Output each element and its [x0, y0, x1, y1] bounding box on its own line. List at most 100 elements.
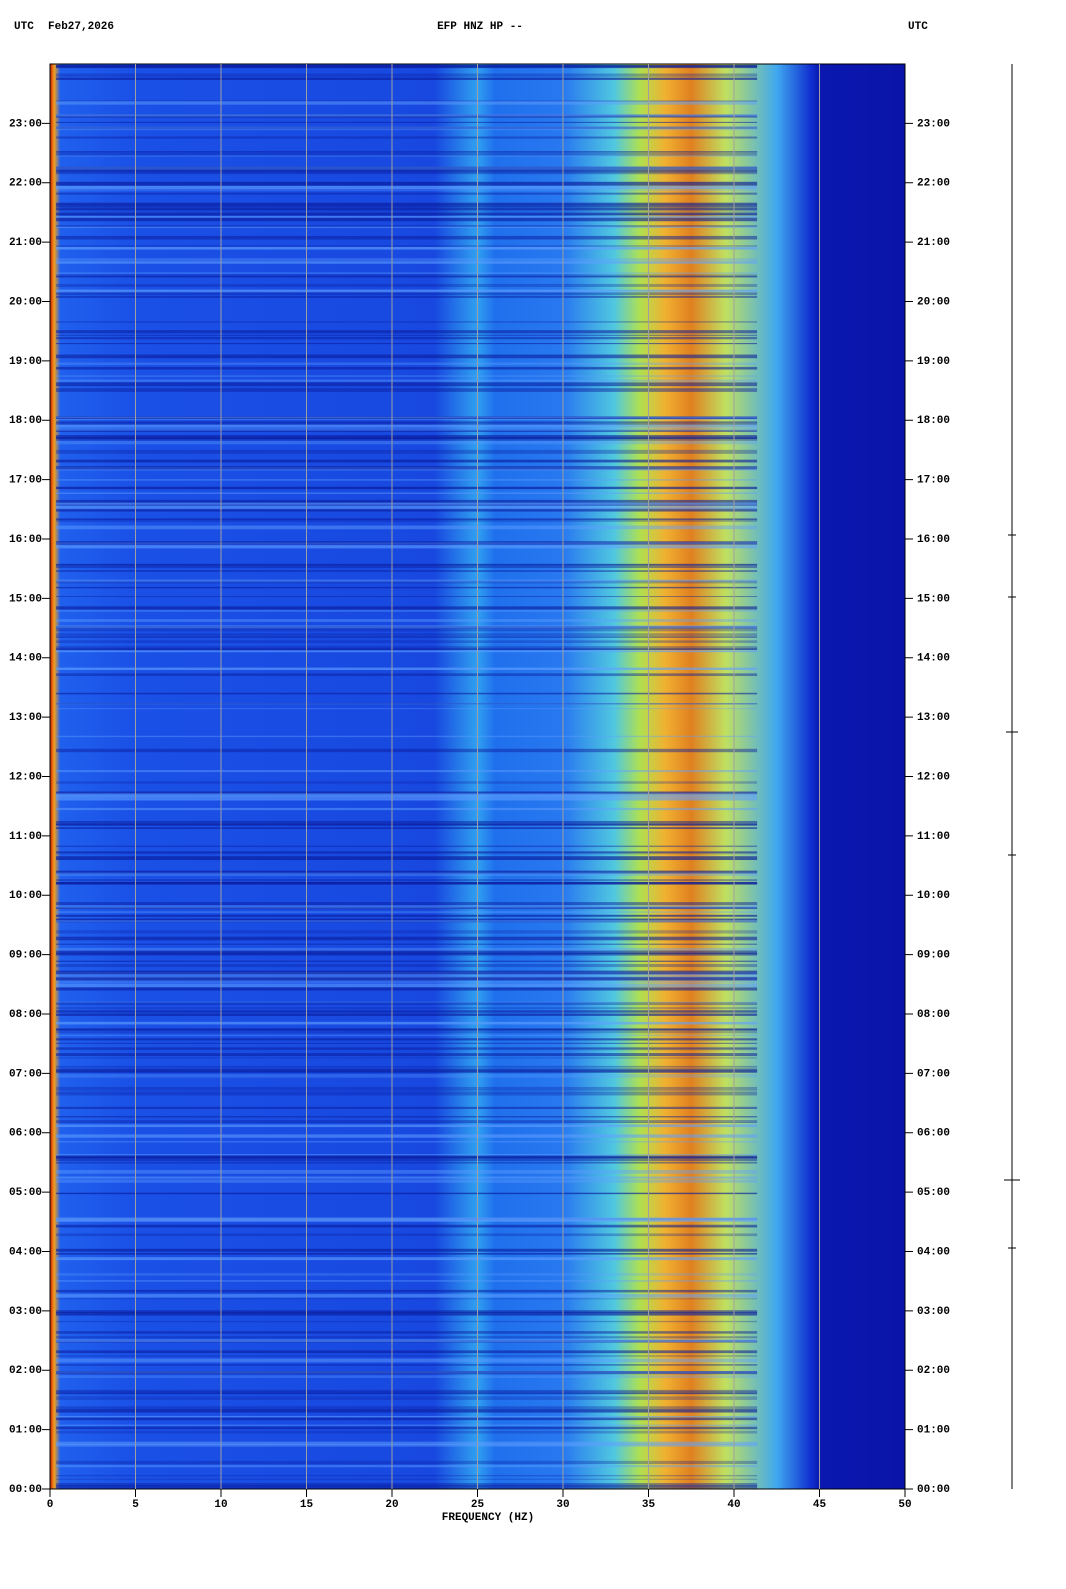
streak — [56, 1069, 758, 1073]
streak — [56, 126, 758, 129]
streak — [56, 879, 758, 881]
streak — [56, 1021, 758, 1025]
streak — [56, 1179, 758, 1183]
streak — [56, 1253, 758, 1255]
streak — [56, 1310, 758, 1313]
streak — [56, 914, 758, 917]
streak — [56, 667, 758, 670]
streak — [56, 823, 758, 826]
streak — [56, 881, 758, 885]
streak — [56, 980, 758, 984]
streak — [56, 1289, 758, 1293]
streak — [56, 275, 758, 278]
streak — [56, 640, 758, 643]
streak — [56, 918, 758, 921]
streak — [56, 564, 758, 569]
streak — [56, 1038, 758, 1041]
streak — [56, 646, 758, 648]
y-tick-label: 19:00 — [9, 356, 42, 368]
streak — [56, 1389, 758, 1392]
streak — [56, 505, 758, 510]
streak — [56, 902, 758, 906]
streak — [56, 424, 758, 427]
streak — [56, 245, 758, 247]
y-tick-label: 21:00 — [917, 237, 950, 249]
y-tick-label: 16:00 — [9, 534, 42, 546]
streak — [56, 1224, 758, 1227]
streak — [56, 296, 758, 298]
streak — [56, 976, 758, 979]
streak — [56, 1444, 758, 1447]
x-tick-label: 15 — [300, 1499, 314, 1511]
y-tick-label: 14:00 — [917, 653, 950, 665]
streak — [56, 499, 758, 503]
streak — [56, 1460, 758, 1464]
streak — [56, 1355, 758, 1357]
y-tick-label: 06:00 — [9, 1128, 42, 1140]
y-tick-label: 04:00 — [917, 1246, 950, 1258]
streak — [56, 1010, 758, 1013]
streak — [56, 1430, 758, 1434]
streak — [56, 1057, 758, 1059]
streak — [56, 905, 758, 909]
y-tick-label: 11:00 — [9, 831, 42, 843]
streak — [56, 235, 758, 240]
streak — [56, 707, 758, 710]
streak — [56, 440, 758, 445]
streak — [56, 545, 758, 549]
streak — [56, 1249, 758, 1253]
y-tick-label: 20:00 — [917, 296, 950, 308]
streak — [56, 375, 758, 377]
streak — [56, 213, 758, 216]
x-tick-label: 30 — [556, 1499, 569, 1511]
y-tick-label: 08:00 — [917, 1009, 950, 1021]
streak — [56, 416, 758, 419]
x-tick-label: 25 — [471, 1499, 485, 1511]
streak — [56, 797, 758, 801]
streak — [56, 206, 758, 210]
streak — [56, 1280, 758, 1282]
streak — [56, 563, 758, 566]
streak — [56, 1427, 758, 1429]
y-tick-label: 05:00 — [9, 1187, 42, 1199]
streak — [56, 185, 758, 189]
streak — [56, 1170, 758, 1174]
streak — [56, 1002, 758, 1006]
streak — [56, 820, 758, 825]
streak — [56, 1294, 758, 1298]
streak — [56, 366, 758, 369]
y-tick-label: 05:00 — [917, 1187, 950, 1199]
streak — [56, 1311, 758, 1316]
streak — [56, 1392, 758, 1395]
streak — [56, 73, 758, 77]
streak — [56, 1483, 758, 1487]
streak — [56, 1298, 758, 1300]
streak — [56, 626, 758, 629]
y-tick-label: 16:00 — [917, 534, 950, 546]
streak — [56, 421, 758, 426]
streak — [56, 1426, 758, 1430]
streak — [56, 851, 758, 854]
streak — [56, 1478, 758, 1480]
streak — [56, 570, 758, 572]
streak — [56, 64, 758, 67]
streak — [56, 952, 758, 955]
chart-title: EFP HNZ HP -- — [437, 21, 523, 33]
streak — [56, 151, 758, 156]
y-tick-label: 19:00 — [917, 356, 950, 368]
y-tick-label: 01:00 — [9, 1425, 42, 1437]
streak — [56, 1465, 758, 1468]
streak — [56, 943, 758, 945]
streak — [56, 1120, 758, 1122]
streak — [56, 1485, 758, 1489]
streak — [56, 625, 758, 629]
streak — [56, 211, 758, 213]
streak — [56, 502, 758, 505]
streak — [56, 382, 758, 387]
streak — [56, 292, 758, 296]
streak — [56, 187, 758, 192]
streak — [56, 1157, 758, 1162]
streak — [56, 166, 758, 171]
streak — [56, 101, 758, 105]
streak — [56, 1034, 758, 1037]
